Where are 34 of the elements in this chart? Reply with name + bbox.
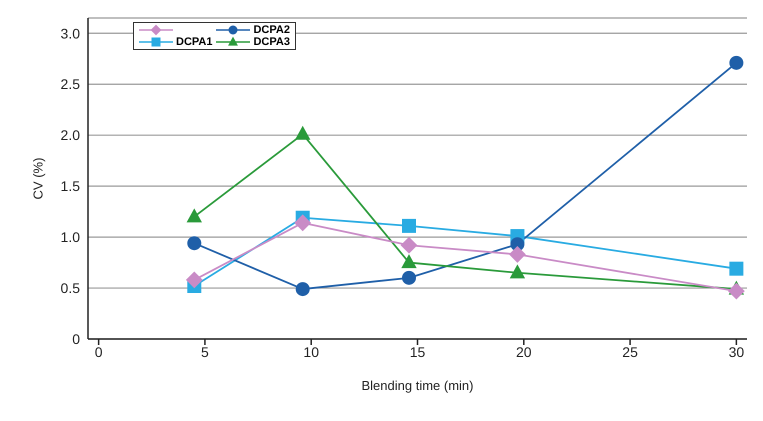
point	[728, 282, 745, 300]
x-tick-label: 20	[516, 344, 532, 360]
point	[400, 236, 418, 254]
x-tick-label: 0	[94, 344, 103, 360]
y-tick-label: 1.0	[60, 229, 80, 246]
y-tick-label: 1.5	[60, 178, 80, 194]
point	[402, 270, 416, 285]
y-tick-label: 0.5	[60, 280, 80, 296]
legend-label: DCPA2	[253, 24, 290, 36]
x-tick-label: 25	[622, 344, 638, 360]
point	[296, 282, 310, 296]
x-tick-label: 5	[201, 344, 210, 360]
x-tick-label: 30	[728, 344, 744, 360]
y-tick-label: 0	[72, 330, 80, 347]
y-axis-title: CV (%)	[30, 158, 46, 200]
point	[729, 56, 744, 70]
point	[509, 246, 526, 263]
point	[401, 254, 417, 268]
x-axis-title: Blending time (min)	[362, 378, 474, 394]
point	[295, 126, 310, 140]
x-tick-label: 15	[410, 344, 426, 360]
point	[186, 208, 202, 222]
y-tick-label: 2.5	[60, 76, 80, 92]
legend-label: DCPA1	[176, 36, 212, 48]
point	[402, 218, 416, 233]
point	[729, 262, 744, 276]
point	[510, 264, 526, 278]
y-tick-label: 2.0	[60, 127, 80, 144]
point	[186, 271, 203, 288]
y-tick-label: 3.0	[60, 25, 80, 42]
legend-label: DCPA3	[253, 36, 290, 48]
point	[187, 236, 202, 250]
x-tick-label: 10	[303, 344, 320, 360]
point	[294, 214, 312, 232]
